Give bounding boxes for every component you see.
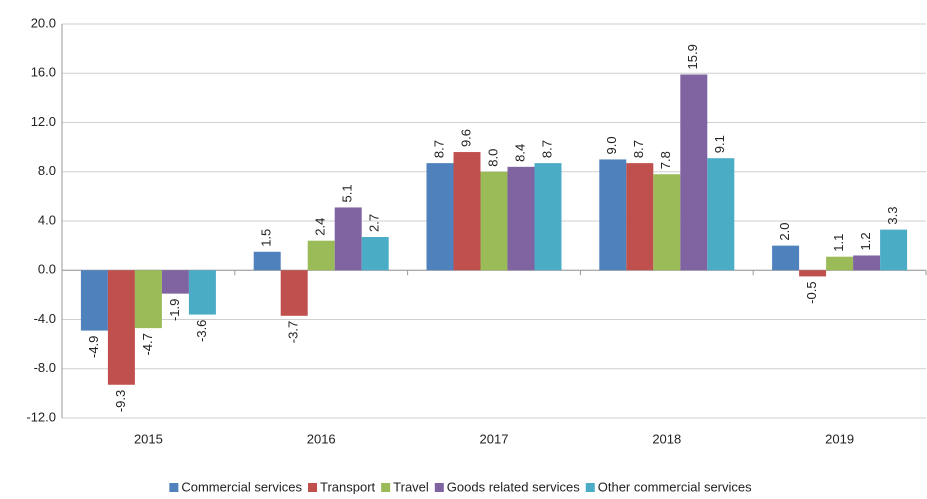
- data-label: -0.5: [804, 281, 819, 303]
- x-tick-label: 2016: [307, 431, 336, 446]
- bar: [307, 240, 335, 271]
- bar: [772, 245, 800, 271]
- bar: [426, 163, 454, 271]
- data-label: -4.9: [86, 336, 101, 358]
- y-tick-label: -4.0: [34, 311, 56, 326]
- x-tick-label: 2017: [480, 431, 509, 446]
- data-label: -3.7: [286, 321, 301, 343]
- data-label: -1.9: [167, 299, 182, 321]
- bar: [80, 270, 108, 331]
- data-label: -3.6: [194, 320, 209, 342]
- x-tick-label: 2019: [825, 431, 854, 446]
- bar: [599, 159, 627, 271]
- data-label: 8.7: [631, 140, 646, 158]
- bar: [880, 229, 908, 271]
- data-label: 3.3: [885, 207, 900, 225]
- legend-label: Other commercial services: [598, 479, 752, 494]
- legend-swatch: [169, 483, 179, 492]
- bar: [680, 74, 708, 271]
- y-tick-label: 8.0: [38, 163, 56, 178]
- bar: [826, 256, 854, 271]
- y-tick-label: 0.0: [38, 262, 56, 277]
- legend-swatch: [381, 483, 391, 492]
- data-label: 2.0: [777, 223, 792, 241]
- bar: [653, 174, 681, 271]
- data-label: 1.5: [259, 229, 274, 247]
- bar: [534, 163, 562, 271]
- bar: [334, 207, 362, 271]
- bar: [361, 237, 389, 271]
- bar: [799, 270, 827, 277]
- legend-swatch: [308, 483, 318, 492]
- y-tick-label: 16.0: [31, 65, 56, 80]
- legend-label: Travel: [393, 479, 429, 494]
- x-tick-label: 2018: [652, 431, 681, 446]
- bar: [161, 270, 189, 294]
- bar: [253, 251, 281, 271]
- y-tick-label: 12.0: [31, 114, 56, 129]
- y-tick-label: 20.0: [31, 15, 56, 30]
- data-label: 9.0: [604, 136, 619, 154]
- legend-label: Goods related services: [447, 479, 580, 494]
- data-label: 2.4: [313, 218, 328, 236]
- bar: [480, 171, 508, 271]
- data-label: -4.7: [140, 333, 155, 355]
- bar: [707, 158, 735, 271]
- bar: [188, 270, 216, 315]
- data-label: 8.0: [485, 149, 500, 167]
- bar: [507, 166, 535, 271]
- bar: [280, 270, 308, 316]
- bar: [453, 152, 481, 271]
- data-label: 1.2: [858, 232, 873, 250]
- y-tick-label: -8.0: [34, 360, 56, 375]
- data-label: 2.7: [367, 214, 382, 232]
- data-label: 5.1: [340, 184, 355, 202]
- legend-swatch: [585, 483, 595, 492]
- data-label: 8.4: [512, 144, 527, 162]
- bar: [107, 270, 135, 385]
- legend-label: Transport: [320, 479, 376, 494]
- data-label: 7.8: [658, 151, 673, 169]
- bar: [853, 255, 881, 271]
- legend-label: Commercial services: [181, 479, 302, 494]
- x-tick-label: 2015: [134, 431, 163, 446]
- data-label: 9.6: [458, 129, 473, 147]
- bar: [134, 270, 162, 329]
- data-label: -9.3: [113, 390, 128, 412]
- bar: [626, 163, 654, 271]
- legend-swatch: [434, 483, 444, 492]
- data-label: 1.1: [831, 234, 846, 252]
- y-tick-label: -12.0: [26, 409, 56, 424]
- data-label: 8.7: [431, 140, 446, 158]
- y-tick-label: 4.0: [38, 212, 56, 227]
- data-label: 15.9: [685, 44, 700, 69]
- data-label: 9.1: [712, 135, 727, 153]
- data-label: 8.7: [539, 140, 554, 158]
